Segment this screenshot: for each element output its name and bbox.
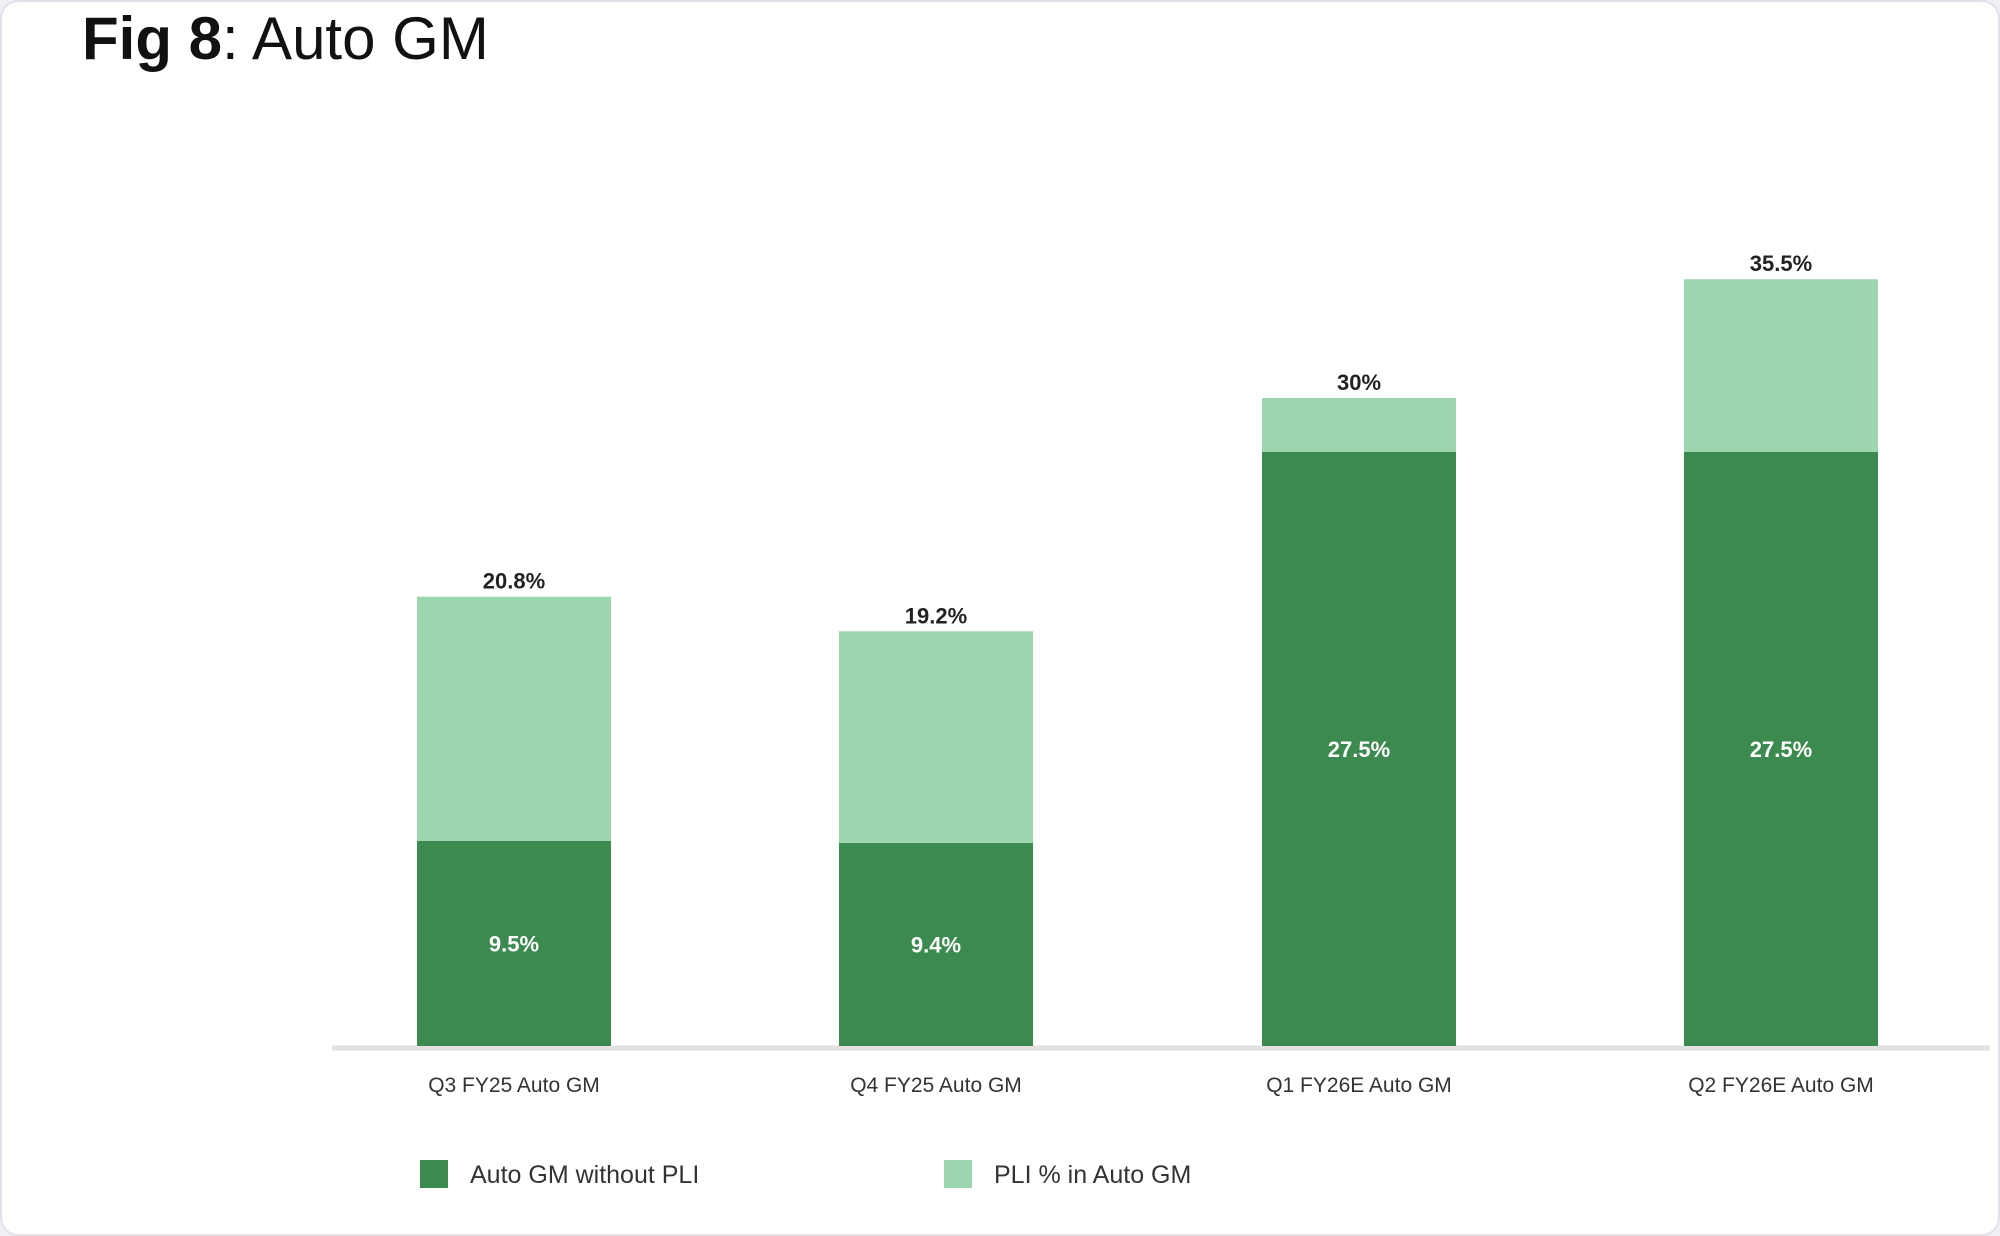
total-value-label: 35.5% — [1750, 251, 1812, 276]
legend-swatch — [420, 1160, 448, 1188]
x-tick-label: Q4 FY25 Auto GM — [850, 1074, 1022, 1097]
bars-layer — [417, 279, 1878, 1046]
bar-segment — [417, 596, 611, 841]
figure-name: : Auto GM — [222, 5, 489, 72]
segment-value-label: 9.4% — [911, 932, 961, 957]
total-value-label: 30% — [1337, 370, 1381, 395]
total-value-label: 19.2% — [905, 603, 967, 628]
legend-swatch — [944, 1160, 972, 1188]
total-value-label: 20.8% — [483, 569, 545, 594]
figure-number: Fig 8 — [82, 5, 223, 72]
legend-label: Auto GM without PLI — [470, 1161, 699, 1189]
bar-segment — [1684, 279, 1878, 452]
segment-value-label: 9.5% — [489, 931, 539, 956]
legend: Auto GM without PLI PLI % in Auto GM — [420, 1160, 1191, 1189]
bar-segment — [417, 840, 611, 1046]
x-tick-label: Q1 FY26E Auto GM — [1266, 1074, 1452, 1097]
figure-title: Fig 8: Auto GM — [82, 4, 489, 73]
bar-segment — [1262, 398, 1456, 452]
bar-segment — [839, 631, 1033, 843]
x-tick-label: Q3 FY25 Auto GM — [428, 1074, 600, 1097]
bar-segment — [839, 842, 1033, 1046]
labels-layer: 9.5% 20.8% Q3 FY25 Auto GM 9.4% 19.2% Q4 FY25… — [428, 251, 1874, 1097]
bar-segment — [1684, 452, 1878, 1046]
legend-label: PLI % in Auto GM — [994, 1161, 1191, 1189]
segment-value-label: 27.5% — [1328, 737, 1390, 762]
bar-segment — [1262, 452, 1456, 1046]
x-tick-label: Q2 FY26E Auto GM — [1688, 1074, 1874, 1097]
segment-value-label: 27.5% — [1750, 737, 1812, 762]
